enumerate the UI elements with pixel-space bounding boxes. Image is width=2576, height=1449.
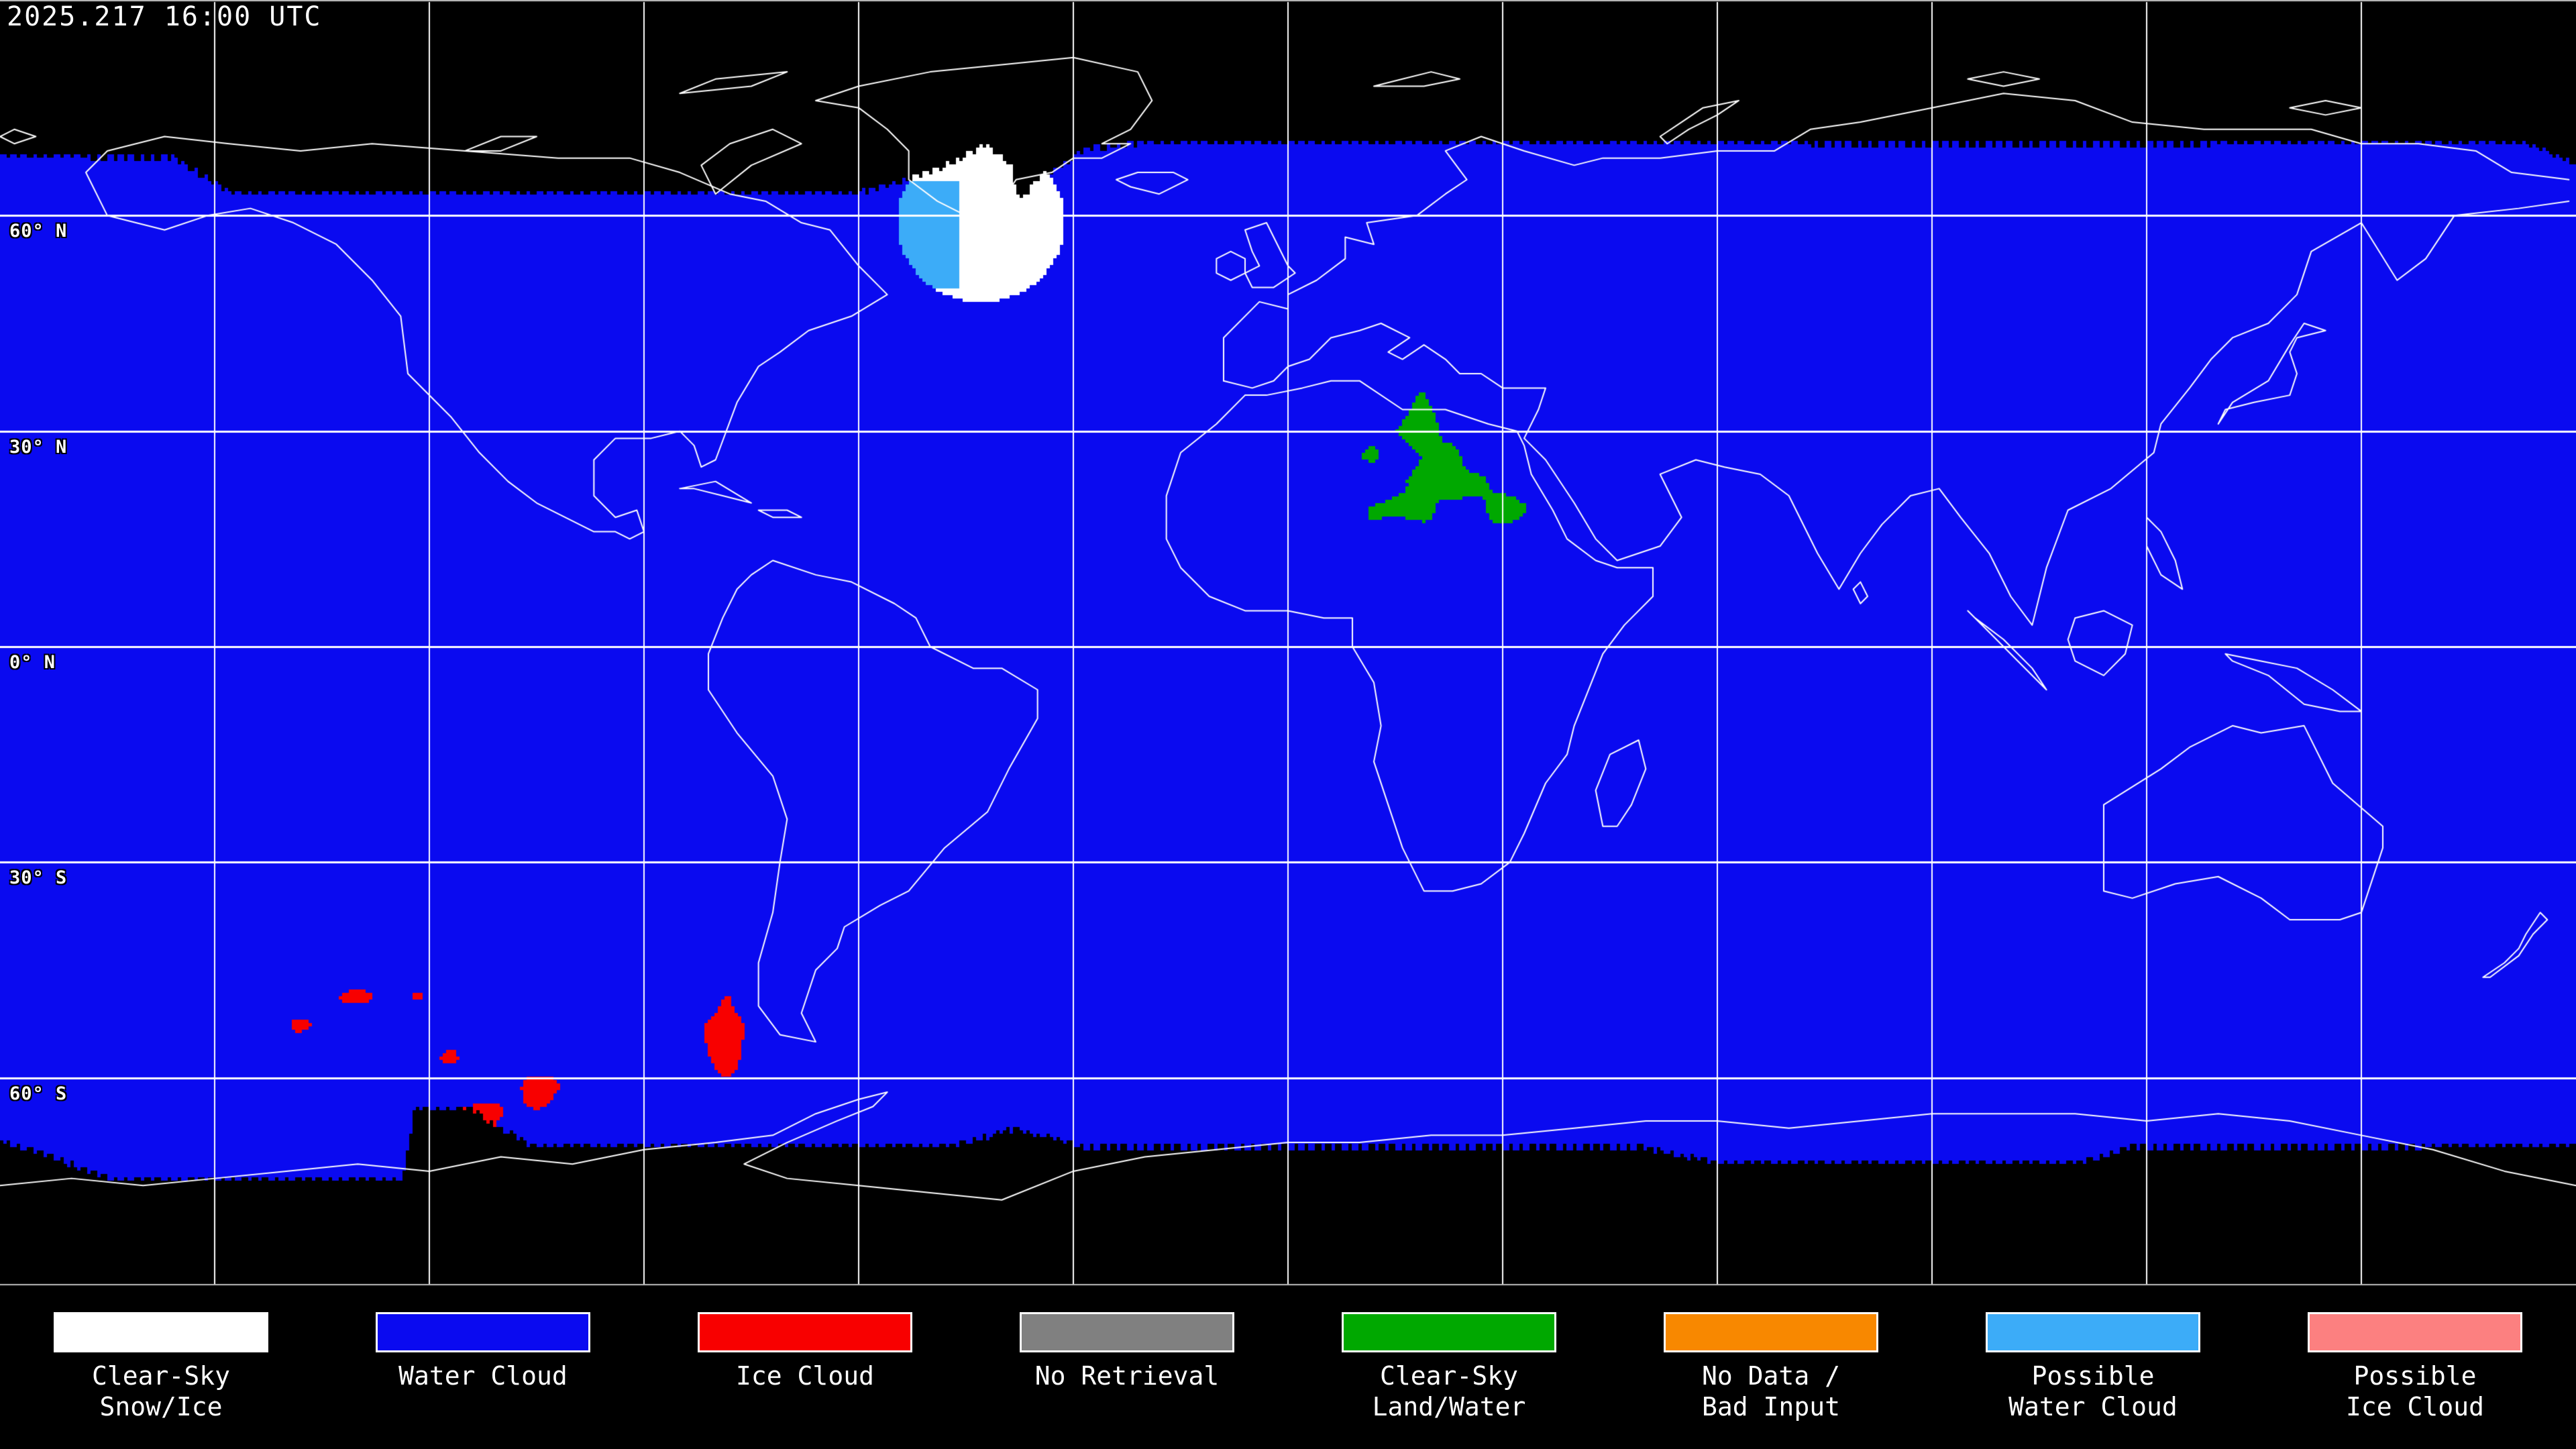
legend-label-line: No Retrieval <box>1034 1361 1220 1391</box>
latitude-label: 30° S <box>9 867 68 889</box>
legend-label-line: Bad Input <box>1702 1392 1840 1421</box>
legend-swatch <box>54 1312 268 1352</box>
legend-label-line: Water Cloud <box>398 1361 568 1391</box>
legend-item: Ice Cloud <box>644 1295 966 1449</box>
latitude-label: 60° N <box>9 221 68 242</box>
legend-label-line: No Data / <box>1702 1361 1840 1391</box>
legend: Clear-Sky Snow/Ice Water Cloud Ice Cloud No … <box>0 1295 2576 1449</box>
legend-label: Ice Cloud <box>736 1360 874 1391</box>
legend-label-line: Possible <box>2353 1361 2477 1391</box>
legend-label-line: Clear-Sky <box>92 1361 230 1391</box>
legend-swatch <box>2308 1312 2522 1352</box>
legend-label: Possible Ice Cloud <box>2346 1360 2484 1422</box>
legend-label-line: Ice Cloud <box>2346 1392 2484 1421</box>
legend-label: No Retrieval <box>1035 1360 1220 1391</box>
legend-item: Possible Water Cloud <box>1932 1295 2254 1449</box>
legend-label: Possible Water Cloud <box>2008 1360 2178 1422</box>
legend-swatch <box>376 1312 590 1352</box>
latitude-label: 30° N <box>9 436 68 458</box>
world-cloud-classification-map <box>0 0 2576 1295</box>
legend-label-line: Possible <box>2031 1361 2155 1391</box>
legend-item: No Data / Bad Input <box>1610 1295 1932 1449</box>
legend-label-line: Clear-Sky <box>1380 1361 1518 1391</box>
legend-swatch <box>698 1312 912 1352</box>
legend-swatch <box>1342 1312 1556 1352</box>
latitude-label: 0° N <box>9 652 56 673</box>
legend-label: Clear-Sky Snow/Ice <box>92 1360 230 1422</box>
legend-label: Clear-Sky Land/Water <box>1373 1360 1526 1422</box>
legend-label-line: Water Cloud <box>2008 1392 2178 1421</box>
legend-label: Water Cloud <box>398 1360 568 1391</box>
legend-item: No Retrieval <box>966 1295 1288 1449</box>
legend-item: Water Cloud <box>322 1295 644 1449</box>
legend-label-line: Ice Cloud <box>736 1361 874 1391</box>
legend-label: No Data / Bad Input <box>1702 1360 1840 1422</box>
latitude-label: 60° S <box>9 1083 68 1104</box>
timestamp: 2025.217 16:00 UTC <box>7 1 322 32</box>
legend-swatch <box>1664 1312 1878 1352</box>
legend-swatch <box>1020 1312 1234 1352</box>
legend-label-line: Snow/Ice <box>99 1392 223 1421</box>
legend-label-line: Land/Water <box>1372 1392 1526 1421</box>
legend-item: Clear-Sky Land/Water <box>1288 1295 1610 1449</box>
legend-swatch <box>1986 1312 2200 1352</box>
legend-item: Possible Ice Cloud <box>2254 1295 2576 1449</box>
legend-item: Clear-Sky Snow/Ice <box>0 1295 322 1449</box>
